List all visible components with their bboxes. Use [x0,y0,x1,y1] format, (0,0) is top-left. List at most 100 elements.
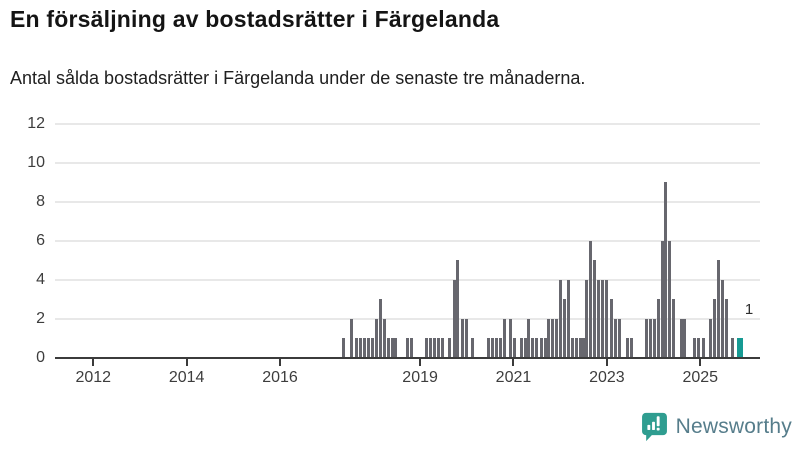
bar [596,279,600,358]
x-axis-tick [605,358,608,366]
bar [367,338,371,358]
latest-value-label: 1 [744,301,754,319]
bar [519,338,523,358]
bar [527,318,531,358]
bar [461,318,465,358]
bar [567,279,571,358]
bar [625,338,629,358]
bar [585,279,589,358]
x-axis-label: 2014 [168,368,205,386]
bar [499,338,503,358]
bar [452,279,456,358]
bar [539,338,543,358]
bar [559,279,563,358]
bar [648,318,652,358]
bar [378,299,382,358]
y-axis-label: 4 [36,270,45,288]
newsworthy-icon [641,412,667,442]
bar [543,338,547,358]
x-axis-label: 2023 [589,368,625,386]
bar [425,338,429,358]
bar [487,338,491,358]
y-axis-label: 2 [36,309,45,327]
x-axis-label: 2016 [262,368,298,386]
bar [503,318,507,358]
bar [342,338,346,358]
bar-latest [736,338,743,358]
bar [441,338,445,358]
bar [428,338,432,358]
bar [433,338,437,358]
y-axis-label: 6 [36,231,45,249]
y-axis-label: 12 [27,114,45,132]
x-axis-label: 2025 [682,368,719,386]
bar [509,318,513,358]
bar [578,338,582,358]
y-axis-label: 8 [36,192,45,210]
x-axis-tick [419,358,422,366]
bar [386,338,390,358]
bar [660,240,664,358]
bar [370,338,374,358]
x-axis-tick [512,358,515,366]
gridline [55,161,760,164]
gridline [55,122,760,125]
chart-title: En försäljning av bostadsrätter i Färgel… [10,6,500,32]
bar [464,318,468,358]
bar [551,318,555,358]
chart-subtitle: Antal sålda bostadsrätter i Färgelanda u… [10,68,586,88]
bar [571,338,575,358]
x-axis-tick [185,358,188,366]
bar [547,318,551,358]
x-axis-label: 2012 [75,368,112,386]
bar [524,338,528,358]
bar [668,240,672,358]
bar [593,260,597,358]
bar [731,338,735,358]
gridline [55,239,760,242]
y-axis-label: 0 [36,348,45,366]
gridline [55,317,760,320]
newsworthy-wordmark: Newsworthy [675,415,792,438]
bar [575,338,578,358]
x-axis-tick [699,358,702,366]
bar [610,299,614,358]
bar [716,260,720,358]
bar [555,318,559,358]
bar [629,338,633,358]
bar [563,299,567,358]
bar [724,299,728,358]
bar [534,338,538,358]
bar [531,338,535,358]
gridline [55,278,760,281]
bar [390,338,394,358]
x-axis-tick [279,358,282,366]
bar [582,338,586,358]
bar [512,338,516,358]
bar [448,338,452,358]
bar [436,338,440,358]
bar [470,338,474,358]
bar [692,338,696,358]
bar [702,338,705,358]
bar [363,338,367,358]
bar [672,299,676,358]
bar [601,279,605,358]
bar [589,240,593,358]
bar [664,182,668,358]
bar [656,299,660,358]
x-axis-line [55,356,760,359]
bar [709,318,712,358]
bar [456,260,460,358]
bar [375,318,379,358]
bar [696,338,700,358]
y-axis-label: 10 [27,153,45,171]
bar [495,338,499,358]
x-axis-tick [92,358,95,366]
bar [410,338,414,358]
bar [355,338,359,358]
bar [712,299,716,358]
bar [604,279,608,358]
gridline [55,200,760,203]
bar [358,338,362,358]
